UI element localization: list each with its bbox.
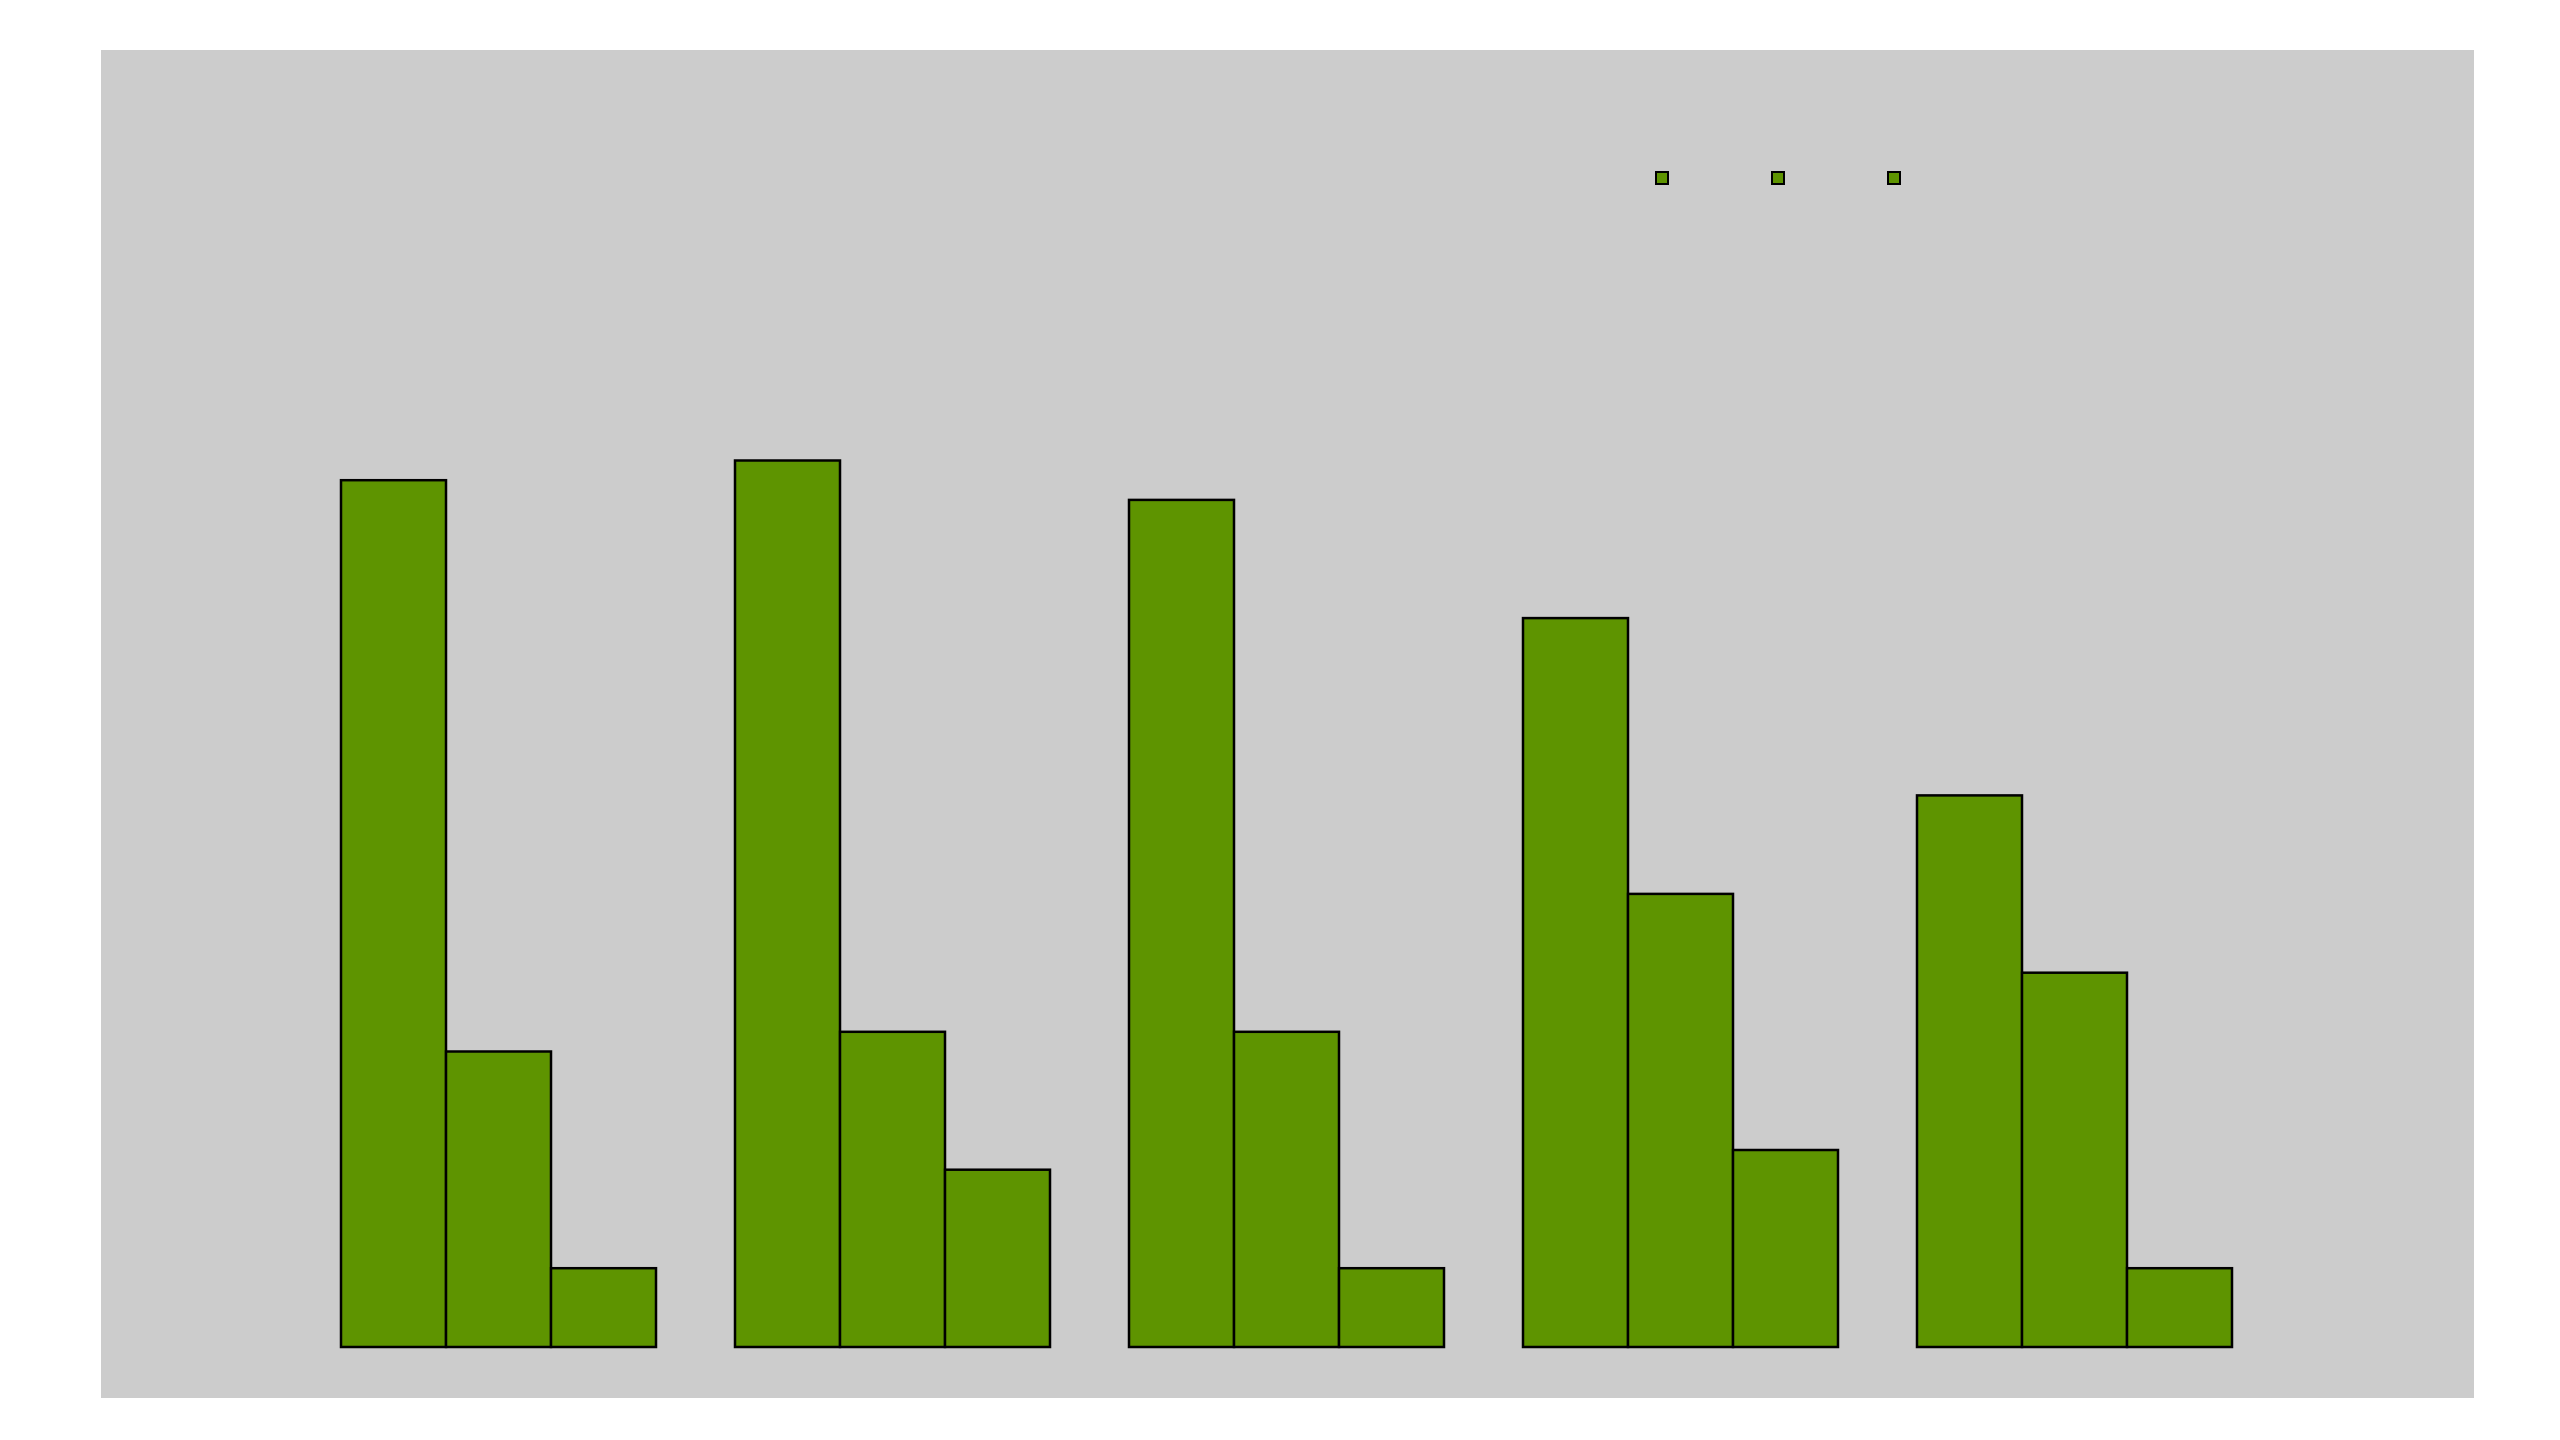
bar-s2-c4 xyxy=(1626,892,1735,1349)
bar-s3-c4 xyxy=(1731,1148,1840,1349)
legend-swatch-3 xyxy=(1887,171,1901,185)
bar-s2-c1 xyxy=(444,1050,553,1349)
bar-group-4 xyxy=(1521,616,1840,1349)
bar-s1-c5 xyxy=(1915,794,2024,1349)
legend-swatch-1 xyxy=(1655,171,1669,185)
bar-group-5 xyxy=(1915,794,2234,1349)
bar-s1-c1 xyxy=(339,478,448,1349)
bar-group-2 xyxy=(733,459,1052,1349)
bar-s2-c2 xyxy=(838,1030,947,1349)
bar-s2-c3 xyxy=(1232,1030,1341,1349)
bar-s1-c4 xyxy=(1521,616,1630,1349)
bar-s3-c1 xyxy=(549,1266,658,1349)
bar-group-1 xyxy=(339,478,658,1349)
bar-s3-c5 xyxy=(2125,1266,2234,1349)
bar-s1-c3 xyxy=(1127,498,1236,1349)
bar-s2-c5 xyxy=(2020,971,2129,1349)
bars-group xyxy=(339,459,2234,1349)
bar-s3-c3 xyxy=(1337,1266,1446,1349)
legend-swatch-2 xyxy=(1771,171,1785,185)
bar-s1-c2 xyxy=(733,459,842,1349)
bar-s3-c2 xyxy=(943,1168,1052,1349)
bar-group-3 xyxy=(1127,498,1446,1349)
legend xyxy=(1655,171,1901,185)
